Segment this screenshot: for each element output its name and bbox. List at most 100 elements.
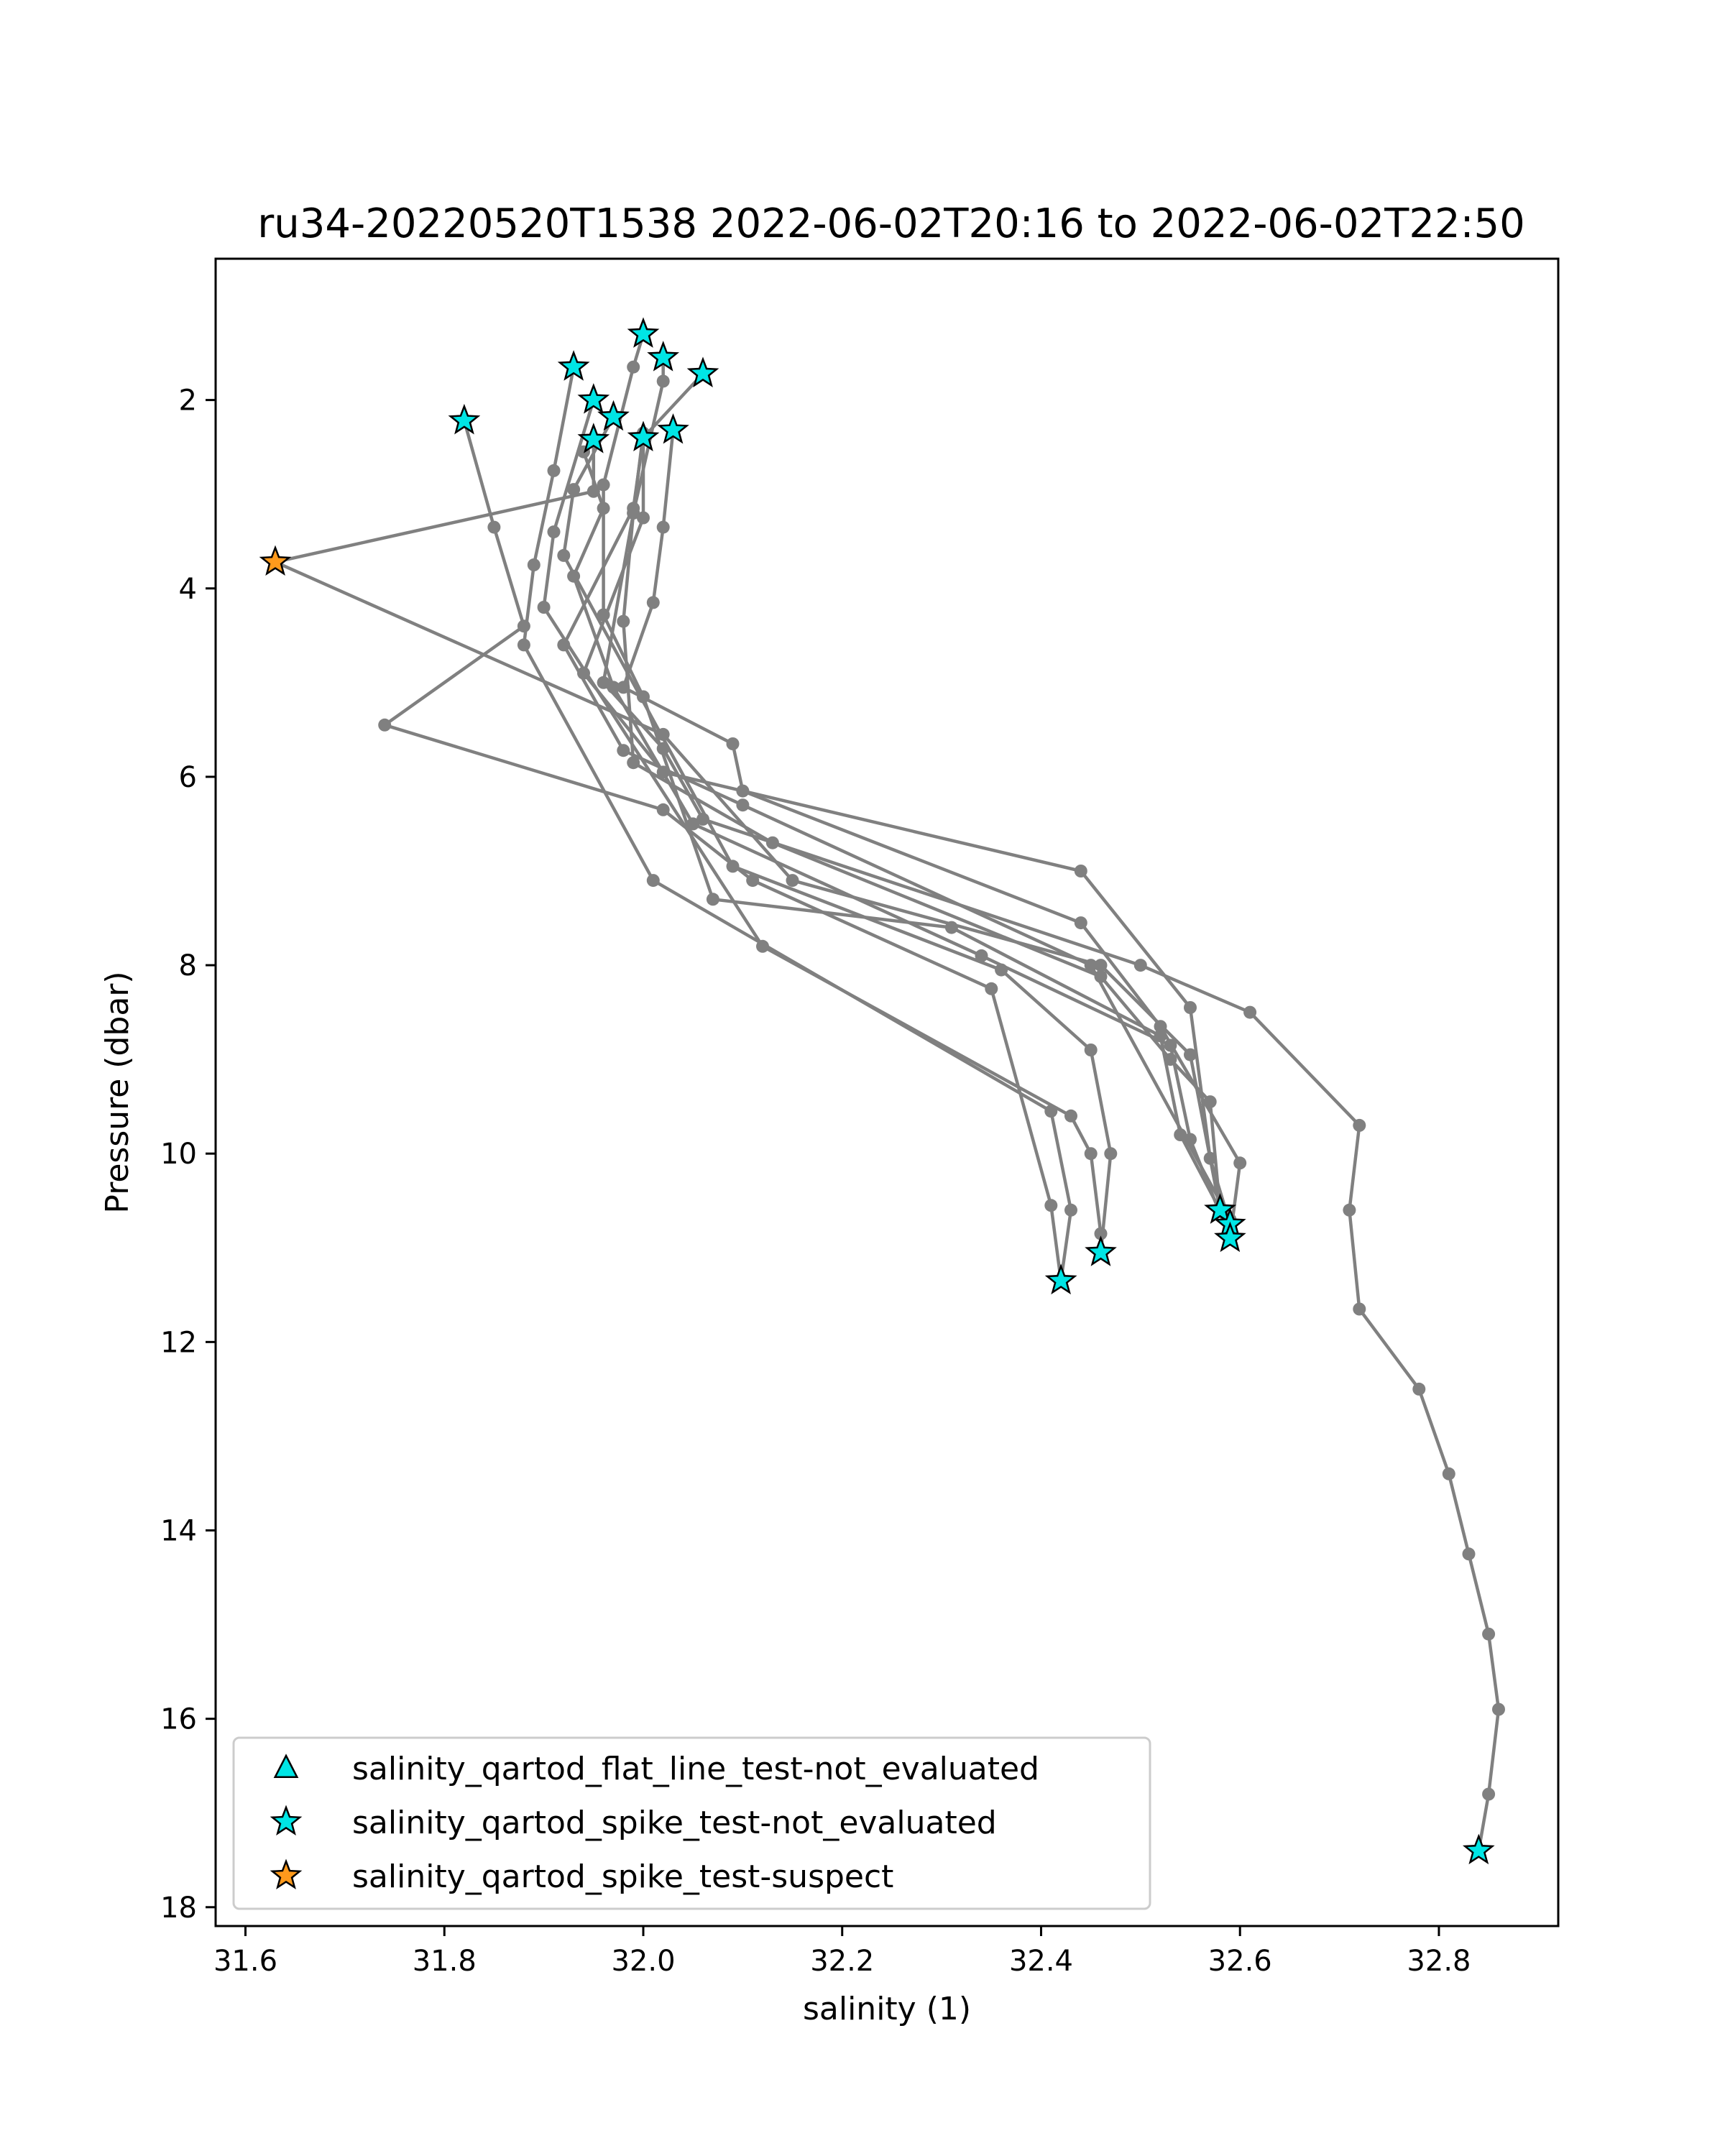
profile-point <box>1184 1001 1197 1014</box>
profile-point <box>1104 1147 1118 1161</box>
spike-not-evaluated-star-marker <box>686 356 719 387</box>
y-tick-label: 16 <box>160 1703 197 1736</box>
profile-point <box>627 756 640 770</box>
y-tick-label: 2 <box>179 384 197 418</box>
profile-line-10 <box>622 430 1242 1239</box>
profile-point <box>1074 916 1087 930</box>
legend-label: salinity_qartod_flat_line_test-not_evalu… <box>352 1751 1039 1787</box>
profile-point <box>557 638 571 652</box>
spike-not-evaluated-star-marker <box>1044 1263 1077 1295</box>
spike-not-evaluated-star-marker <box>557 350 590 381</box>
profile-point <box>1184 1048 1197 1061</box>
profile-point <box>746 874 760 888</box>
legend: salinity_qartod_flat_line_test-not_evalu… <box>232 1736 1151 1910</box>
profile-point <box>736 798 750 812</box>
profile-point <box>1492 1703 1505 1716</box>
profile-point <box>1074 865 1087 877</box>
x-tick-label: 32.0 <box>611 1945 675 1978</box>
spike-not-evaluated-star-marker <box>577 383 610 414</box>
x-tick-label: 32.8 <box>1407 1945 1471 1978</box>
y-tick-label: 8 <box>179 949 197 982</box>
profile-point <box>656 803 670 816</box>
x-tick-label: 32.4 <box>1009 1945 1073 1978</box>
profile-point <box>696 812 709 826</box>
y-tick-label: 14 <box>160 1514 197 1547</box>
profile-point <box>786 874 799 888</box>
profile-point <box>547 525 561 539</box>
profile-point <box>597 676 610 689</box>
profile-point <box>1133 959 1147 972</box>
profile-point <box>646 596 660 609</box>
profile-point <box>1482 1787 1496 1801</box>
profile-point <box>627 360 640 374</box>
profile-point <box>547 464 561 477</box>
x-tick-label: 31.6 <box>213 1945 277 1978</box>
legend-label: salinity_qartod_spike_test-suspect <box>352 1858 893 1895</box>
profile-point <box>517 638 530 652</box>
legend-triangle-icon <box>273 1754 299 1778</box>
spike-not-evaluated-star-marker <box>627 420 660 452</box>
profile-point <box>1064 1203 1077 1217</box>
profile-point <box>756 939 769 953</box>
y-axis-label: Pressure (dbar) <box>99 971 136 1213</box>
profile-point <box>567 483 581 497</box>
spike-not-evaluated-star-marker <box>597 400 630 431</box>
spike-not-evaluated-star-marker <box>1204 1193 1236 1224</box>
y-tick-label: 10 <box>160 1138 197 1171</box>
profile-point <box>975 949 988 962</box>
y-tick-label: 4 <box>179 573 197 606</box>
spike-not-evaluated-star-marker <box>657 413 689 444</box>
spike-not-evaluated-star-marker <box>647 341 680 372</box>
legend-label: salinity_qartod_spike_test-not_evaluated <box>352 1805 997 1841</box>
profile-point <box>1164 1053 1177 1067</box>
profile-point <box>537 601 551 614</box>
x-axis: 31.6 31.8 32.0 32.2 32.4 32.6 32.8 <box>213 1926 1471 1978</box>
y-tick-label: 6 <box>179 761 197 794</box>
profile-point <box>736 784 750 798</box>
profile-point <box>1482 1627 1496 1641</box>
profile-point <box>1243 1005 1257 1019</box>
plot-frame <box>214 257 1560 1927</box>
profile-point <box>656 727 670 741</box>
spike-not-evaluated-star-marker <box>1085 1235 1117 1266</box>
profile-point <box>646 874 660 888</box>
profile-point <box>1154 1020 1167 1033</box>
y-tick-label: 18 <box>160 1892 197 1925</box>
profile-point <box>378 718 392 732</box>
profile-point <box>1462 1547 1476 1561</box>
y-axis: 2 4 6 8 10 12 14 16 18 <box>160 384 216 1925</box>
profile-point <box>1084 959 1098 972</box>
profile-point <box>1203 1151 1217 1165</box>
profile-point <box>487 520 501 534</box>
profile-point <box>726 860 740 873</box>
plot-content <box>259 317 1505 1865</box>
profile-point <box>985 982 998 995</box>
profile-point <box>1084 1044 1098 1056</box>
profile-line-2 <box>522 367 1073 1281</box>
profile-point <box>1353 1302 1366 1316</box>
profile-point <box>617 744 630 757</box>
x-tick-label: 31.8 <box>413 1945 477 1978</box>
legend-frame <box>232 1736 1151 1910</box>
profile-point <box>637 511 650 525</box>
legend-entries: salinity_qartod_flat_line_test-not_evalu… <box>270 1751 1039 1895</box>
profile-point <box>1094 959 1108 972</box>
profile-point <box>617 681 630 694</box>
spike-not-evaluated-star-marker <box>448 403 481 435</box>
profile-point <box>1442 1467 1455 1480</box>
profile-point <box>1343 1203 1356 1217</box>
profile-line-3 <box>542 399 1103 1253</box>
profile-point <box>656 742 670 755</box>
profile-point <box>726 737 740 750</box>
profile-point <box>557 548 571 562</box>
profile-point <box>944 921 958 934</box>
profile-point <box>1044 1199 1058 1212</box>
profile-point <box>627 506 640 520</box>
profile-point <box>706 893 719 906</box>
profile-point <box>527 558 540 571</box>
legend-star-icon <box>270 1858 303 1890</box>
spike-not-evaluated-star-marker <box>1462 1833 1495 1865</box>
profile-point <box>1064 1109 1077 1123</box>
spike-not-evaluated-star-marker <box>1214 1221 1246 1253</box>
